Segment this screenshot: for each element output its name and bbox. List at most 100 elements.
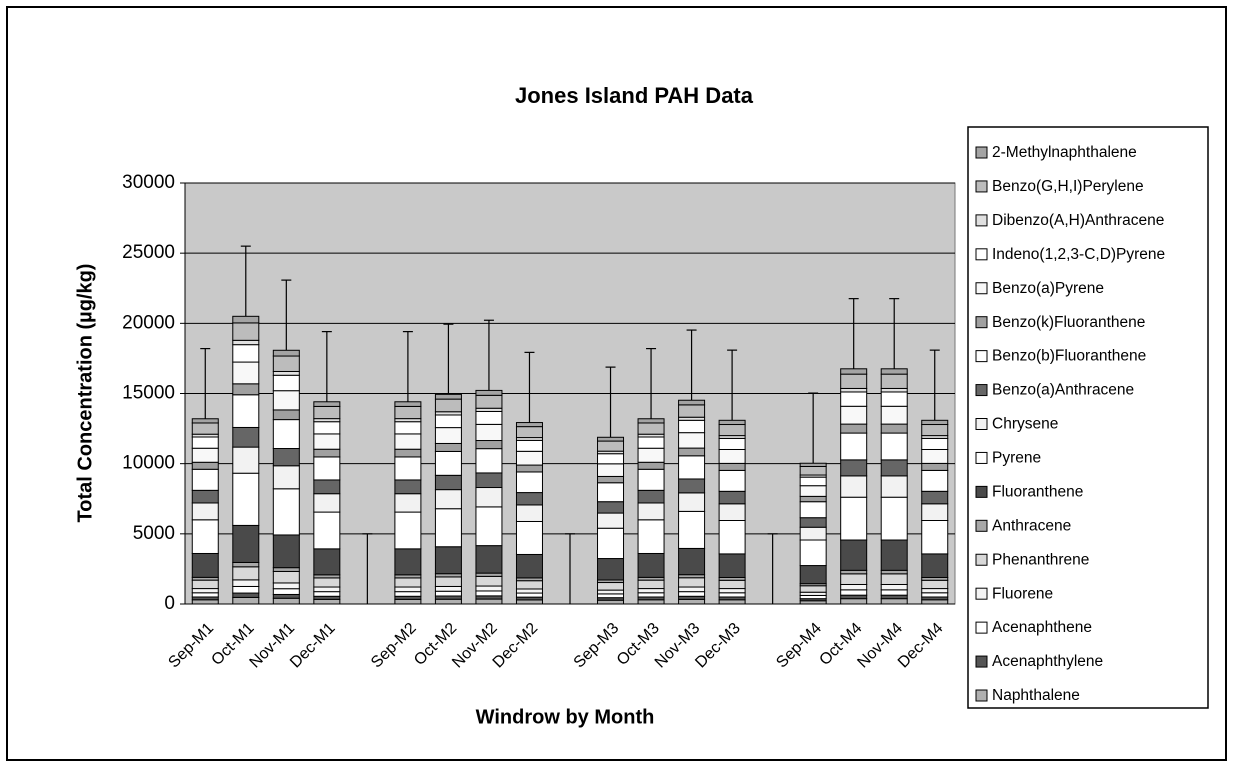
bar-segment [394,586,422,593]
bar-segment [921,553,949,578]
bar-segment [799,539,827,567]
bar-segment [880,475,908,498]
legend-label: 2-Methylnaphthalene [992,144,1137,161]
bar-segment [880,373,908,389]
legend-swatch [975,248,988,261]
bar-segment [799,465,827,476]
bar-segment [799,462,827,467]
bar-segment [880,368,908,375]
bar-segment [232,561,260,568]
bar-segment [475,545,503,574]
bar-segment [718,448,746,464]
bar-segment [678,478,706,494]
bar-segment [475,389,503,396]
bar-segment [434,598,462,605]
legend-swatch [975,214,988,227]
bar-segment [597,593,625,599]
bar-segment [880,573,908,585]
bar-segment [191,579,219,590]
bar-segment [678,404,706,418]
bar-segment [232,361,260,385]
bar-segment [232,446,260,474]
bar-segment [434,576,462,587]
y-tick-label: 15000 [122,383,175,404]
bar-segment [313,421,341,435]
legend-swatch [975,384,988,397]
bar-segment [191,502,219,521]
bar-segment [434,489,462,510]
bar-segment [434,585,462,592]
bar-segment [921,592,949,598]
legend-swatch [975,621,988,634]
bar-segment [921,469,949,492]
bar-segment [637,588,665,594]
bar-segment [637,502,665,521]
bar-segment [799,526,827,541]
bar-segment [232,585,260,594]
bar-segment [515,520,543,555]
bar-segment [921,588,949,594]
bar-segment [840,387,868,393]
bar-segment [799,485,827,497]
bar-segment [475,598,503,605]
bar-segment [394,405,422,420]
bar-segment [840,573,868,585]
bar-segment [597,582,625,591]
bar-segment [840,583,868,591]
bar-segment [475,585,503,592]
bar-segment [880,405,908,425]
bar-segment [678,419,706,434]
legend-swatch [975,485,988,498]
bar-segment [394,401,422,407]
legend-label: Benzo(k)Fluoranthene [992,314,1145,331]
bar-segment [678,547,706,576]
bar-segment [637,489,665,504]
bar-segment [921,424,949,437]
bar-segment [637,436,665,449]
bar-segment [272,349,300,357]
bar-segment [921,462,949,471]
bar-segment [597,440,625,452]
bar-segment [597,527,625,560]
bar-segment [637,468,665,491]
bar-segment [597,558,625,581]
bar-segment [475,506,503,547]
bar-segment [272,567,300,572]
legend-label: Fluorene [992,585,1053,602]
bar-segment [232,592,260,598]
bar-segment [313,591,341,597]
legend-swatch [975,553,988,566]
bar-segment [718,599,746,605]
bar-segment [272,448,300,467]
y-tick-label: 5000 [133,523,175,544]
bar-segment [921,437,949,450]
legend-swatch [975,282,988,295]
legend-swatch [975,350,988,363]
legend-swatch [975,587,988,600]
bar-segment [921,419,949,426]
bar-segment [718,424,746,437]
bar-segment [313,433,341,450]
bar-segment [637,461,665,470]
bar-segment [840,405,868,425]
bar-segment [637,592,665,598]
bar-segment [232,472,260,526]
bar-segment [921,503,949,522]
legend-swatch [975,451,988,464]
legend-label: Anthracene [992,517,1071,534]
bar-segment [394,479,422,495]
bar-segment [272,355,300,372]
bar-segment [191,461,219,470]
legend-swatch [975,418,988,430]
bar-segment [394,421,422,435]
bar-segment [637,579,665,590]
bar-segment [232,596,260,605]
bar-segment [880,583,908,591]
bar-segment [637,422,665,435]
bar-segment [232,344,260,363]
bar-segment [880,594,908,600]
bar-segment [840,368,868,375]
bar-segment [191,489,219,504]
bar-segment [434,546,462,575]
